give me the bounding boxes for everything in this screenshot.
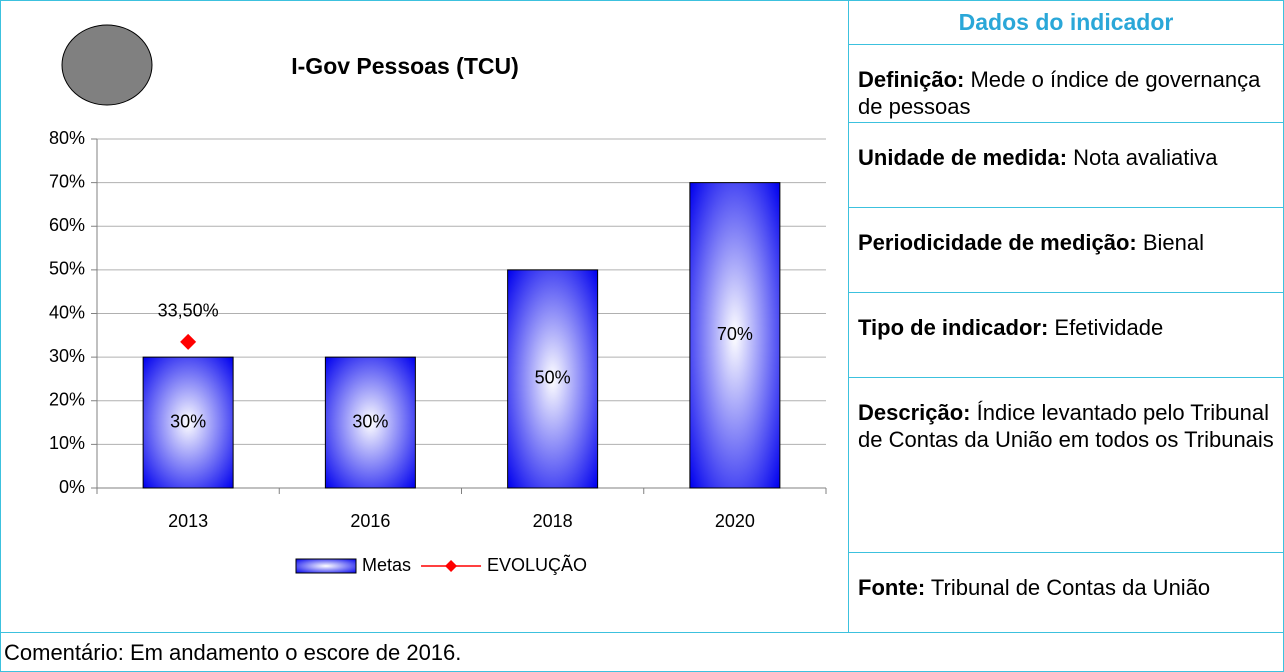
field-label: Periodicidade de medição: bbox=[858, 230, 1137, 255]
panel-field: Tipo de indicador: Efetividade bbox=[858, 314, 1278, 341]
row-divider bbox=[848, 44, 1284, 45]
x-tick-label: 2016 bbox=[350, 511, 390, 531]
x-tick-label: 2020 bbox=[715, 511, 755, 531]
bar bbox=[507, 269, 599, 489]
y-tick-label: 60% bbox=[49, 215, 85, 235]
y-tick-label: 0% bbox=[59, 477, 85, 497]
data-label: 70% bbox=[717, 324, 753, 344]
panel-field: Definição: Mede o índice de governança d… bbox=[858, 66, 1278, 120]
legend-swatch bbox=[295, 558, 357, 574]
field-text: Tribunal de Contas da União bbox=[930, 575, 1211, 600]
data-label: 33,50% bbox=[158, 301, 219, 321]
y-tick-label: 80% bbox=[49, 128, 85, 148]
panel-title: Dados do indicador bbox=[958, 9, 1174, 35]
x-tick-label: 2013 bbox=[168, 511, 208, 531]
y-tick-label: 10% bbox=[49, 433, 85, 453]
panel-field: Descrição: Índice levantado pelo Tribuna… bbox=[858, 399, 1278, 453]
y-tick-label: 40% bbox=[49, 302, 85, 322]
field-text: Índice levantado pelo Tribunal de Contas… bbox=[858, 400, 1274, 452]
y-tick-label: 20% bbox=[49, 390, 85, 410]
field-text: Nota avaliativa bbox=[1073, 145, 1218, 170]
field-text: Bienal bbox=[1142, 230, 1205, 255]
panel-field: Periodicidade de medição: Bienal bbox=[858, 229, 1278, 256]
legend-swatch bbox=[445, 560, 458, 572]
field-label: Fonte: bbox=[858, 575, 926, 600]
bar bbox=[142, 356, 234, 489]
field-text: Efetividade bbox=[1054, 315, 1164, 340]
row-divider bbox=[848, 207, 1284, 208]
panel-field: Fonte: Tribunal de Contas da União bbox=[858, 574, 1278, 601]
field-text: Mede o índice de governança de pessoas bbox=[858, 67, 1261, 119]
field-label: Definição: bbox=[858, 67, 965, 92]
data-label: 50% bbox=[535, 368, 571, 388]
row-divider bbox=[848, 122, 1284, 123]
y-tick-label: 50% bbox=[49, 259, 85, 279]
footer-comment: Comentário: Em andamento o escore de 201… bbox=[4, 640, 462, 665]
y-tick-label: 30% bbox=[49, 346, 85, 366]
y-tick-label: 70% bbox=[49, 171, 85, 191]
status-circle bbox=[61, 24, 153, 106]
field-label: Unidade de medida: bbox=[858, 145, 1068, 170]
bar bbox=[689, 182, 781, 489]
point bbox=[180, 333, 197, 350]
x-tick-label: 2018 bbox=[533, 511, 573, 531]
row-divider bbox=[848, 377, 1284, 378]
field-label: Tipo de indicador: bbox=[858, 315, 1049, 340]
row-divider bbox=[848, 552, 1284, 553]
panel-field: Unidade de medida: Nota avaliativa bbox=[858, 144, 1278, 171]
data-label: 30% bbox=[170, 411, 206, 431]
chart-title: I-Gov Pessoas (TCU) bbox=[291, 53, 519, 79]
field-label: Descrição: bbox=[858, 400, 971, 425]
legend-label: Metas bbox=[362, 555, 411, 575]
legend-label: EVOLUÇÃO bbox=[487, 554, 587, 575]
data-label: 30% bbox=[352, 411, 388, 431]
row-divider bbox=[848, 292, 1284, 293]
bar bbox=[324, 356, 416, 489]
chart: I-Gov Pessoas (TCU) 0% 10% 20% 30% 40% 50% 60%… bbox=[49, 24, 827, 575]
